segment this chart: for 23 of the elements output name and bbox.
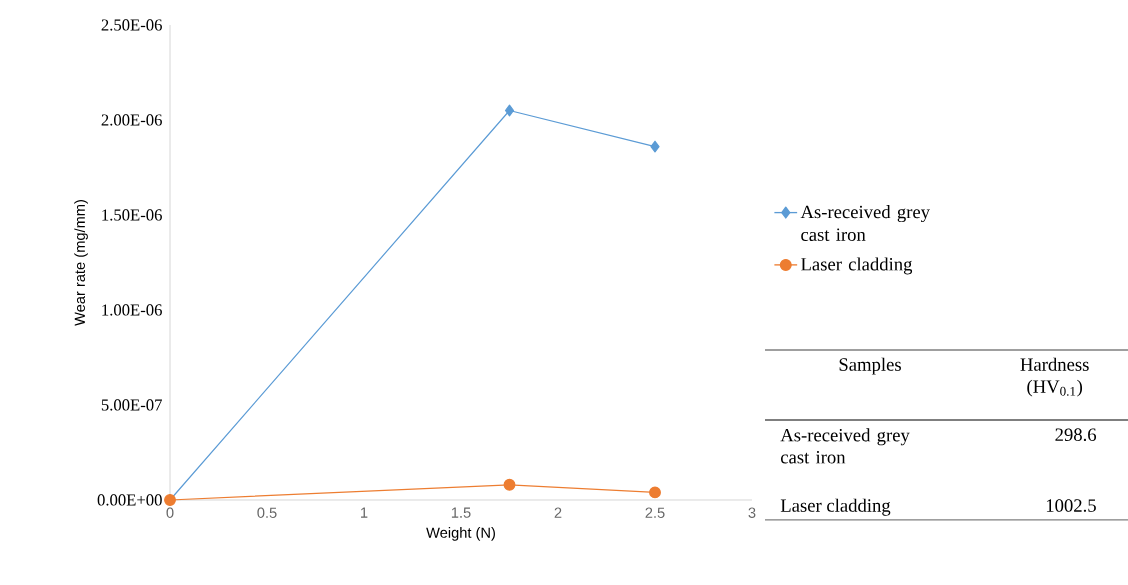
y-axis-title: Wear rate (mg/mm): [74, 199, 88, 326]
text: Hardness (HV$_{0.1}$): [1020, 357, 1089, 397]
x-tick-label: 1.5: [451, 507, 471, 518]
y-tick-label: 1.50E-06: [102, 209, 162, 221]
text: 1002.5: [1046, 499, 1096, 512]
legend-label: As-received grey cast iron: [800, 205, 930, 241]
y-tick-label: 5.00E-07: [101, 399, 162, 411]
y-tick-label: 0.00E+00: [97, 494, 162, 506]
x-tick-label: 2.5: [645, 507, 665, 518]
x-tick-label: 1: [361, 507, 368, 518]
text: As-received grey cast iron: [780, 428, 910, 464]
x-axis-title: Weight (N): [426, 527, 495, 541]
text: Laser cladding: [780, 498, 891, 516]
text: Samples: [839, 357, 901, 375]
y-tick-label: 2.50E-06: [101, 19, 162, 31]
x-tick-label: 0: [166, 507, 174, 518]
y-tick-label: 2.00E-06: [101, 114, 162, 126]
x-tick-label: 3: [748, 507, 756, 518]
legend-label: Laser cladding: [801, 257, 913, 275]
y-tick-label: 1.00E-06: [102, 304, 162, 316]
text: 298.6: [1055, 428, 1097, 442]
x-tick-label: 2: [554, 507, 562, 518]
x-tick-label: 0.5: [257, 507, 277, 518]
